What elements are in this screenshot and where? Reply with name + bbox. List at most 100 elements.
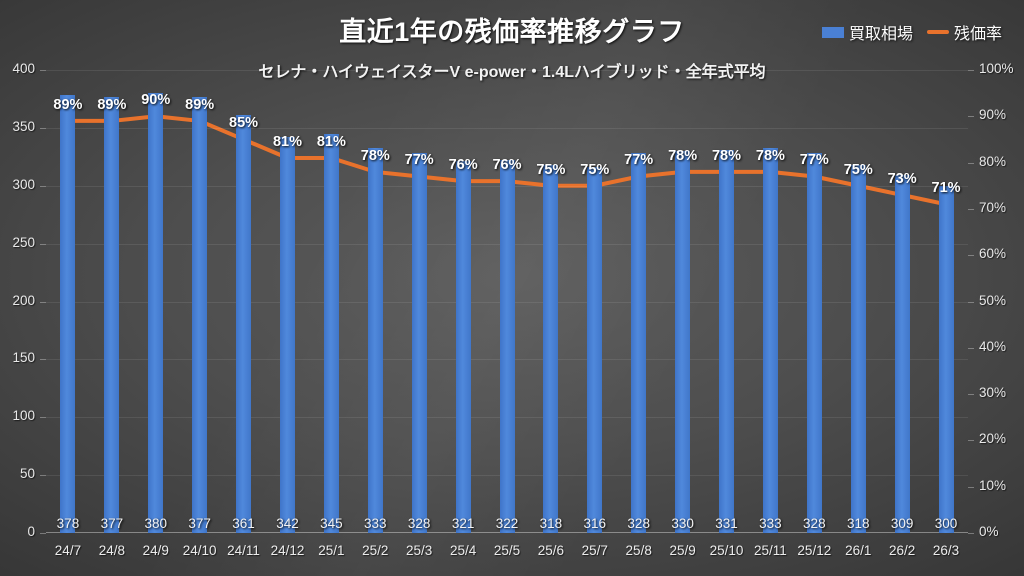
y-axis-right-tick [968,255,974,257]
percent-label: 76% [448,157,478,174]
percent-label: 81% [316,133,346,150]
bar-value-label: 318 [846,516,870,531]
y-axis-right-tick [968,301,974,303]
y-axis-left-label: 50 [19,466,35,482]
percent-label: 85% [229,115,259,132]
bar-value-label: 328 [407,516,431,531]
percent-label: 89% [185,96,215,113]
y-axis-left-tick [40,185,46,187]
bar[interactable] [411,153,427,533]
x-axis-label: 25/10 [709,543,744,558]
y-axis-right-tick [968,347,974,349]
bar[interactable] [455,161,471,533]
y-axis-right-label: 30% [979,385,1007,401]
percent-label: 89% [97,96,127,113]
x-axis-label: 24/11 [227,543,260,558]
y-axis-left-tick [40,533,46,534]
percent-label: 73% [887,171,917,187]
y-axis-right-tick [968,116,974,118]
bar-value-label: 328 [627,516,650,531]
bar[interactable] [850,164,866,533]
bar-value-label: 361 [232,516,255,531]
bar[interactable] [587,167,603,533]
y-axis-left-tick [40,70,46,71]
bar[interactable] [719,149,735,533]
bar-value-label: 333 [364,516,387,531]
bar[interactable] [543,164,559,533]
x-axis-label: 25/4 [449,543,477,558]
x-axis-label: 24/10 [182,543,217,558]
x-axis-label: 24/8 [98,543,125,558]
bar[interactable] [806,153,822,533]
x-axis-label: 25/2 [362,543,389,558]
chart-legend: 買取相場 残価率 [821,20,1002,44]
bar-value-label: 380 [144,516,167,531]
bar[interactable] [148,93,164,533]
y-axis-right-label: 20% [979,431,1007,447]
chart-subtitle: セレナ・ハイウェイスターV e-power・1.4Lハイブリッド・全年式平均 [258,64,766,81]
percent-label: 75% [536,161,566,178]
bar-value-label: 309 [890,516,914,531]
legend-item-line[interactable]: 残価率 [926,20,1002,44]
bar[interactable] [323,133,339,533]
bar-value-label: 345 [320,516,343,531]
y-axis-left-tick [40,417,46,419]
x-axis-label: 25/6 [537,543,565,558]
y-axis-left-tick [40,243,46,245]
bar-value-label: 316 [583,516,607,531]
x-axis-label: 25/1 [318,543,345,558]
y-axis-right-tick [968,486,974,488]
y-axis-right-label: 80% [979,153,1007,169]
y-axis-left-label: 250 [12,234,35,250]
percent-label: 78% [711,147,742,164]
bar[interactable] [675,151,691,533]
legend-label-bar: 買取相場 [848,26,913,43]
plot-area: 0 50 100 150 200 250 300 350 400 0% 10% 20% 30% 40% 50… [12,61,1013,558]
percent-label: 78% [668,147,698,164]
percent-label: 81% [272,133,302,150]
percent-label: 75% [843,161,873,178]
bar-swatch-icon [821,26,844,38]
y-axis-right-label: 60% [979,246,1007,262]
percent-label: 89% [53,96,83,113]
bar-value-label: 378 [56,516,80,531]
bar[interactable] [104,96,120,533]
y-axis-left-tick [40,359,46,361]
bar[interactable] [631,153,647,533]
gridline [46,70,968,71]
x-axis-label: 25/3 [406,543,433,558]
bar[interactable] [367,147,383,533]
y-axis-right-tick [968,208,974,210]
x-axis-label: 24/12 [270,543,305,558]
gridline [46,127,968,129]
bar[interactable] [894,175,910,533]
bar-value-label: 318 [539,516,563,531]
percent-label: 77% [404,152,434,169]
bar[interactable] [279,137,295,533]
y-axis-right-label: 70% [979,199,1007,215]
y-axis-left-label: 150 [12,350,35,366]
bar[interactable] [762,147,778,533]
y-axis-left-label: 400 [12,61,35,76]
x-axis-label: 25/11 [754,543,787,558]
bar[interactable] [192,96,208,533]
legend-item-bar[interactable]: 買取相場 [821,20,913,44]
y-axis-left-tick [40,127,46,129]
percent-label: 78% [360,147,390,164]
y-axis-right-tick [968,533,974,534]
x-axis-label: 24/7 [54,543,82,558]
bar-value-label: 331 [715,516,738,531]
bar[interactable] [60,95,76,533]
y-axis-right-label: 50% [979,292,1007,308]
x-axis-label: 24/9 [142,543,169,558]
x-axis-label: 26/3 [932,543,960,558]
y-axis-right-label: 10% [979,477,1007,493]
bar[interactable] [938,185,954,533]
bar[interactable] [236,115,252,533]
y-axis-right-tick [968,162,974,164]
percent-label: 76% [492,157,522,174]
x-axis-label: 25/9 [669,543,696,558]
bar[interactable] [499,160,515,533]
x-axis-label: 25/8 [625,543,652,558]
